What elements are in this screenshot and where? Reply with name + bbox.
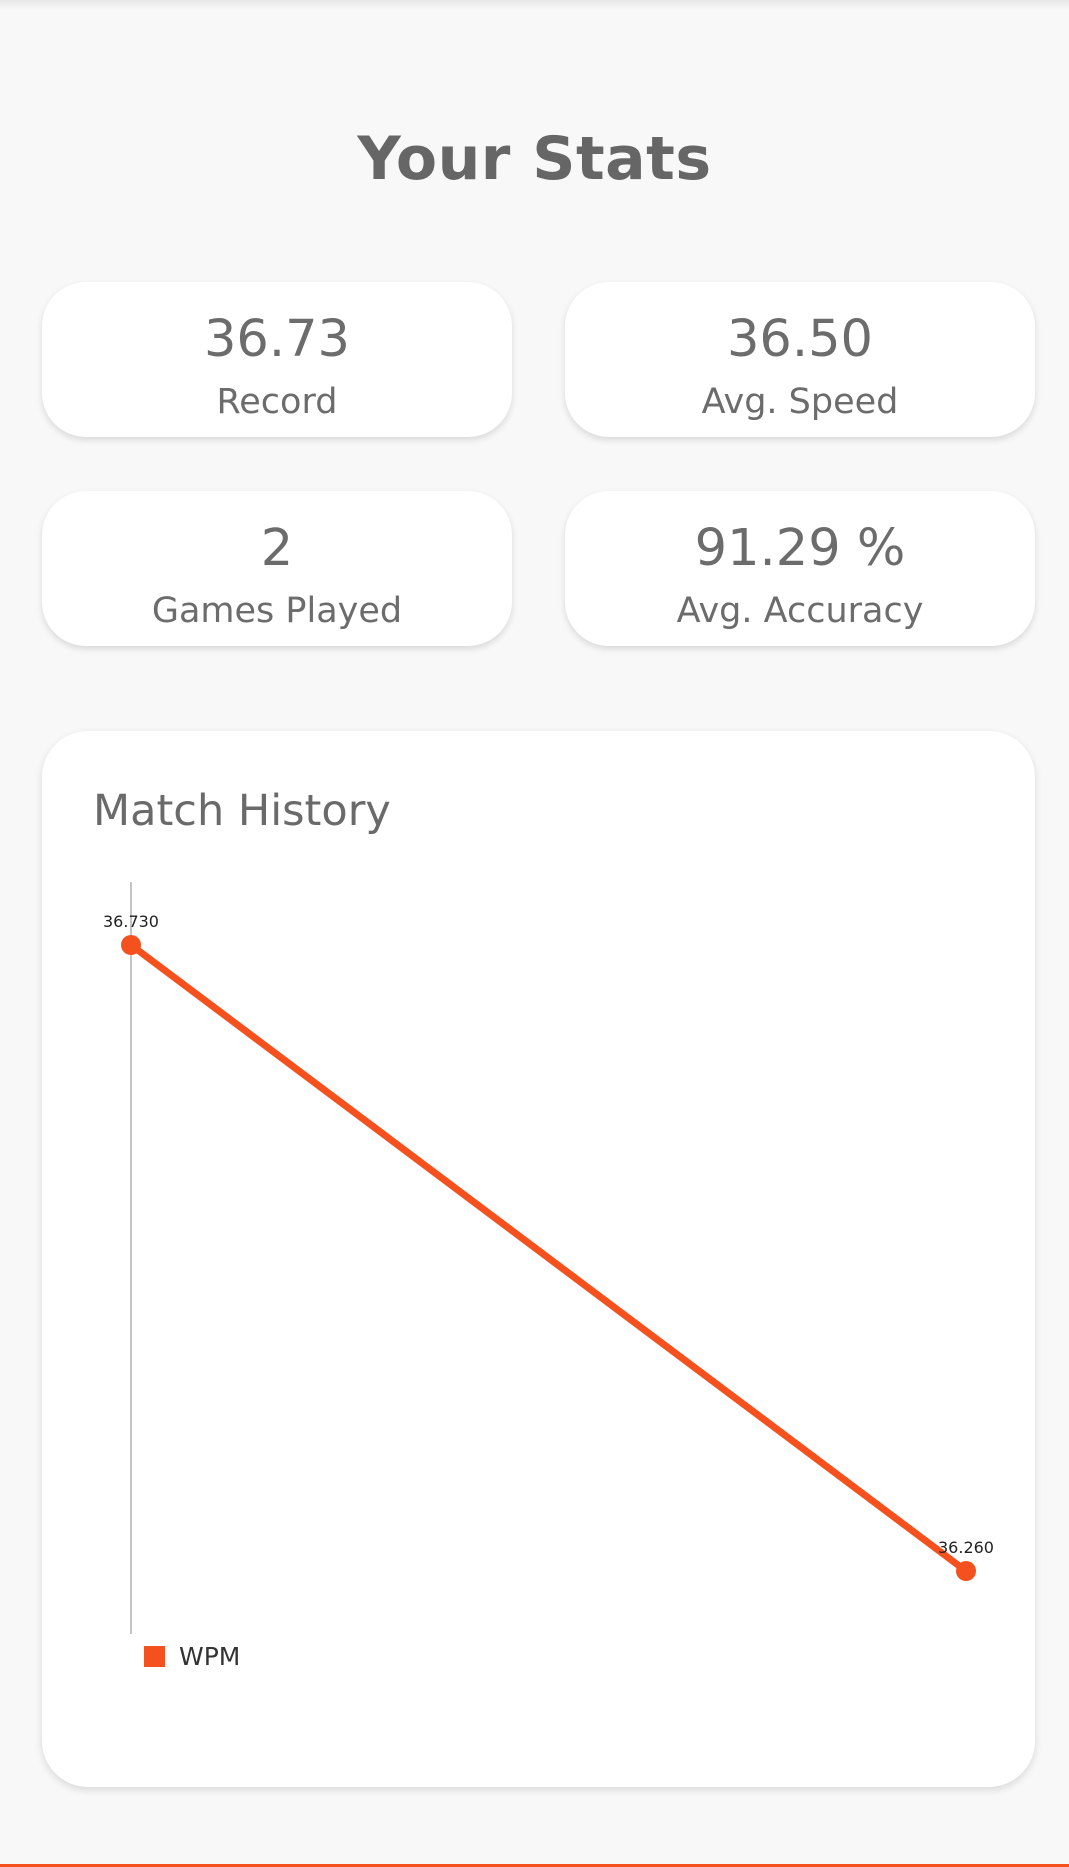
record-value: 36.73	[203, 310, 350, 369]
games-played-value: 2	[260, 519, 294, 578]
match-history-chart: 36.730 36.260	[103, 882, 994, 1634]
games-played-card: 2 Games Played	[42, 491, 512, 646]
legend-swatch	[144, 1645, 165, 1667]
data-point[interactable]	[121, 935, 141, 955]
page-title: Your Stats	[357, 124, 712, 194]
avg-accuracy-card: 91.29 % Avg. Accuracy	[565, 491, 1035, 646]
top-shadow	[0, 0, 1069, 10]
data-point[interactable]	[956, 1561, 976, 1581]
match-history-card: Match History 36.730 36.260 WPM	[42, 731, 1035, 1787]
series-layer: 36.730 36.260	[103, 912, 994, 1581]
avg-speed-value: 36.50	[726, 310, 873, 369]
games-played-label: Games Played	[151, 591, 403, 631]
avg-accuracy-value: 91.29 %	[694, 519, 906, 578]
avg-speed-label: Avg. Speed	[701, 382, 899, 422]
avg-speed-card: 36.50 Avg. Speed	[565, 282, 1035, 437]
chart-legend: WPM	[144, 1641, 240, 1671]
record-card: 36.73 Record	[42, 282, 512, 437]
data-label: 36.260	[938, 1538, 994, 1557]
match-history-title: Match History	[93, 786, 391, 836]
series-line-wpm	[127, 941, 970, 1575]
legend-label: WPM	[179, 1641, 241, 1671]
record-label: Record	[216, 382, 338, 422]
bottom-accent-bar	[0, 1864, 1069, 1867]
avg-accuracy-label: Avg. Accuracy	[676, 591, 924, 631]
data-label: 36.730	[103, 912, 159, 931]
